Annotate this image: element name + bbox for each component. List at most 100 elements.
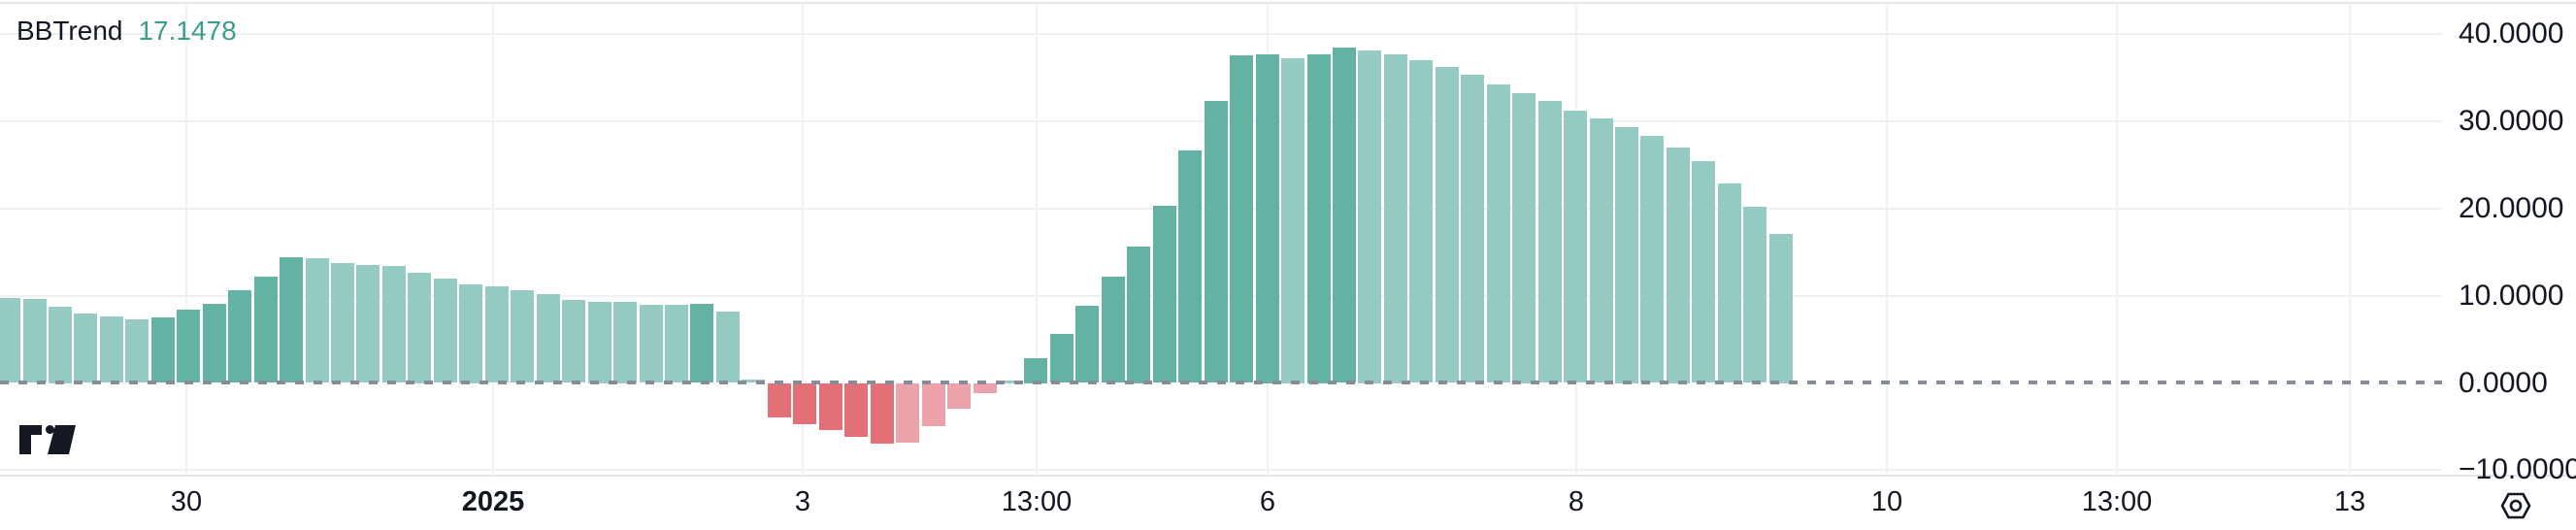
histogram-bar (433, 278, 457, 383)
histogram-bar (408, 272, 432, 383)
histogram-bar (1537, 101, 1562, 383)
histogram-bar (253, 276, 278, 383)
histogram-bar (947, 382, 971, 409)
gridline-v (1036, 3, 1038, 475)
histogram-bar (1435, 67, 1459, 383)
histogram-bar (150, 317, 175, 383)
indicator-title[interactable]: BBTrend (17, 16, 123, 46)
histogram-bar (1692, 161, 1716, 383)
histogram-bar (1589, 118, 1613, 383)
histogram-bar (1332, 47, 1356, 383)
histogram-bar (0, 298, 20, 383)
time-axis-label: 13:00 (2081, 486, 2153, 517)
histogram-bar (1024, 357, 1048, 383)
tradingview-logo[interactable] (19, 424, 78, 455)
price-axis[interactable] (2446, 4, 2576, 475)
time-axis-separator (0, 475, 2576, 477)
price-axis-label: 30.0000 (2459, 105, 2564, 138)
histogram-bar (1306, 54, 1331, 383)
gridline-h (0, 469, 2442, 472)
time-axis-label: 3 (794, 486, 811, 517)
price-axis-label: 20.0000 (2459, 191, 2564, 224)
time-axis-label: 13:00 (1001, 486, 1073, 517)
histogram-bar (1101, 276, 1125, 383)
histogram-bar (1255, 54, 1279, 383)
histogram-bar (690, 303, 714, 383)
histogram-bar (1049, 334, 1073, 383)
histogram-bar (1640, 136, 1665, 383)
time-axis[interactable] (0, 477, 2576, 530)
histogram-bar (305, 258, 329, 383)
histogram-bar (1486, 84, 1510, 383)
histogram-bar (202, 303, 226, 383)
histogram-bar (1409, 60, 1434, 383)
histogram-bar (228, 290, 252, 383)
histogram-bar (870, 382, 894, 444)
time-axis-label: 6 (1259, 486, 1276, 517)
indicator-value: 17.1478 (138, 16, 237, 46)
time-axis-label: 2025 (461, 486, 525, 517)
histogram-bar (1743, 207, 1767, 383)
price-axis-label: 10.0000 (2459, 279, 2564, 312)
time-axis-label: 13 (2333, 486, 2366, 517)
histogram-bar (1204, 101, 1228, 383)
gridline-v (185, 3, 187, 475)
histogram-bar (1615, 126, 1638, 383)
histogram-bar (1564, 111, 1588, 383)
histogram-bar (896, 382, 920, 443)
histogram-bar (1230, 54, 1254, 383)
time-axis-label: 30 (170, 486, 203, 517)
gridline-h (0, 33, 2442, 36)
histogram-bar (99, 316, 123, 383)
histogram-bar (484, 285, 509, 383)
histogram-bar (1358, 50, 1382, 383)
histogram-bar (1383, 54, 1407, 383)
histogram-bar (1152, 206, 1176, 383)
pane-settings-icon[interactable] (2500, 492, 2531, 519)
price-axis-label: −10.0000 (2459, 453, 2576, 486)
histogram-bar (793, 382, 817, 424)
time-axis-label: 10 (1870, 486, 1903, 517)
histogram-bar (381, 266, 406, 383)
gridline-v (2116, 3, 2118, 475)
histogram-bar (767, 382, 791, 418)
histogram-bar (1512, 92, 1536, 383)
gridline-v (2349, 3, 2351, 475)
zero-line-dashed (0, 381, 2442, 384)
histogram-bar (280, 257, 304, 383)
gridline-v (1886, 3, 1888, 475)
histogram-bar (536, 293, 560, 383)
indicator-legend[interactable]: BBTrend 17.1478 (17, 16, 237, 47)
price-axis-label: 0.0000 (2459, 366, 2548, 399)
histogram-bar (973, 382, 997, 394)
histogram-bar (921, 382, 945, 426)
histogram-bar (1768, 233, 1793, 383)
histogram-bar (613, 302, 637, 383)
histogram-bar (459, 284, 483, 383)
histogram-bar (1461, 74, 1485, 383)
histogram-bar (356, 265, 380, 383)
histogram-bar (1178, 149, 1203, 383)
histogram-bar (665, 304, 688, 383)
histogram-bar (1281, 57, 1305, 383)
histogram-bar (511, 290, 535, 383)
histogram-bar (74, 313, 98, 383)
histogram-bar (1127, 246, 1151, 383)
histogram-bar (844, 382, 869, 438)
histogram-bar (562, 300, 586, 383)
price-axis-label: 40.0000 (2459, 17, 2564, 50)
histogram-bar (22, 299, 47, 383)
histogram-bar (177, 310, 201, 383)
histogram-bar (639, 304, 663, 383)
histogram-bar (125, 318, 149, 383)
histogram-bar (331, 262, 354, 383)
pane-top-border (0, 2, 2576, 4)
time-axis-label: 8 (1568, 486, 1585, 517)
gridline-v (802, 3, 804, 475)
histogram-bar (587, 302, 611, 383)
histogram-bar (715, 311, 740, 383)
histogram-bar (48, 306, 72, 383)
histogram-bar (1666, 148, 1690, 383)
gridline-v (492, 3, 494, 475)
